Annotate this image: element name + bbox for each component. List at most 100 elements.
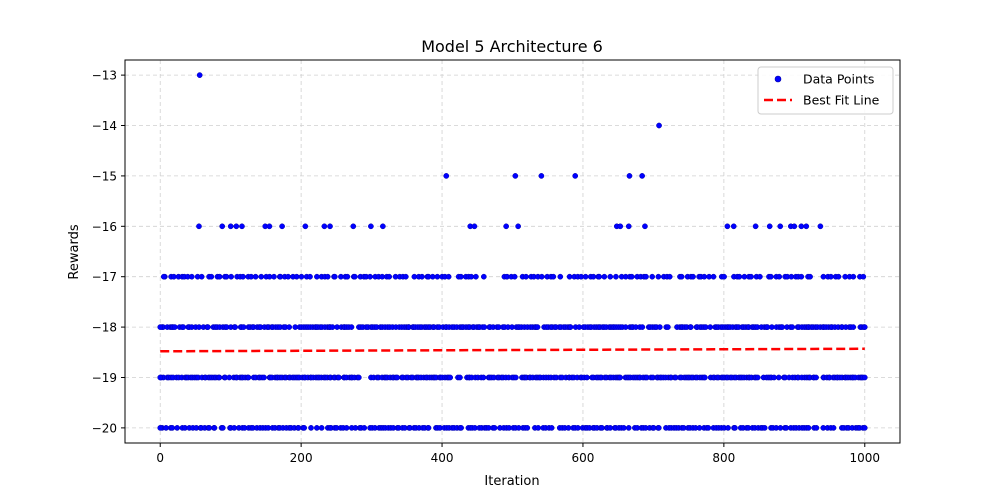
data-point bbox=[830, 425, 837, 431]
data-point bbox=[198, 273, 205, 280]
data-point bbox=[350, 223, 357, 230]
data-point bbox=[307, 273, 313, 280]
x-tick-label: 800 bbox=[712, 451, 735, 465]
data-point bbox=[721, 273, 727, 280]
data-point bbox=[240, 324, 247, 330]
data-point bbox=[538, 173, 545, 179]
data-point bbox=[293, 273, 300, 280]
data-point bbox=[429, 273, 436, 280]
data-point bbox=[419, 273, 425, 280]
data-point bbox=[761, 425, 768, 431]
data-point bbox=[188, 273, 195, 280]
data-point bbox=[655, 425, 662, 431]
data-point bbox=[710, 273, 717, 280]
data-point bbox=[639, 324, 646, 330]
y-tick-label: −15 bbox=[92, 169, 117, 183]
data-point bbox=[208, 273, 215, 280]
data-point bbox=[639, 173, 645, 179]
data-point bbox=[458, 273, 464, 280]
data-point bbox=[503, 223, 510, 230]
data-point bbox=[649, 273, 656, 280]
data-point bbox=[748, 273, 754, 280]
data-point bbox=[344, 273, 351, 280]
data-point bbox=[285, 273, 291, 280]
data-point bbox=[355, 374, 362, 381]
x-tick-label: 600 bbox=[572, 451, 595, 465]
data-point bbox=[157, 374, 164, 381]
data-point bbox=[245, 374, 252, 381]
data-point bbox=[538, 273, 545, 280]
data-point bbox=[707, 324, 714, 330]
data-point bbox=[271, 273, 277, 280]
data-point bbox=[206, 425, 213, 431]
x-axis: 0 200 400 600 800 1000 bbox=[156, 443, 880, 465]
data-point bbox=[620, 425, 627, 431]
data-point bbox=[656, 122, 662, 129]
data-point bbox=[607, 273, 614, 280]
data-point bbox=[730, 223, 737, 230]
data-point bbox=[803, 223, 810, 230]
data-point bbox=[286, 324, 293, 330]
legend: Data Points Best Fit Line bbox=[757, 66, 894, 115]
data-point bbox=[180, 324, 187, 330]
data-point bbox=[655, 273, 662, 280]
data-point bbox=[705, 425, 712, 431]
y-tick-label: −17 bbox=[92, 270, 117, 284]
data-point bbox=[835, 273, 842, 280]
data-point bbox=[196, 223, 202, 230]
data-point bbox=[642, 223, 648, 230]
x-tick-label: 200 bbox=[290, 451, 313, 465]
data-point bbox=[361, 425, 368, 431]
data-point bbox=[157, 324, 164, 330]
data-point bbox=[789, 324, 796, 330]
data-point bbox=[298, 273, 305, 280]
data-point bbox=[657, 324, 663, 330]
data-point bbox=[775, 374, 782, 381]
data-point bbox=[402, 273, 409, 280]
data-point bbox=[550, 273, 557, 280]
data-point bbox=[327, 223, 333, 230]
data-point bbox=[367, 273, 373, 280]
data-point bbox=[732, 425, 738, 431]
data-point bbox=[777, 223, 784, 230]
data-point bbox=[813, 374, 819, 381]
data-point bbox=[233, 223, 240, 230]
data-point bbox=[313, 425, 320, 431]
y-tick-label: −19 bbox=[92, 371, 117, 385]
data-point bbox=[791, 223, 798, 230]
data-point bbox=[160, 273, 167, 280]
data-point bbox=[724, 223, 731, 230]
data-point bbox=[798, 273, 805, 280]
chart-title: Model 5 Architecture 6 bbox=[421, 37, 603, 56]
data-point bbox=[511, 273, 518, 280]
y-tick-label: −20 bbox=[92, 421, 117, 435]
data-point bbox=[523, 273, 529, 280]
data-point bbox=[240, 273, 246, 280]
data-point bbox=[211, 425, 218, 431]
data-point bbox=[548, 425, 555, 431]
data-point bbox=[768, 273, 774, 280]
data-point bbox=[308, 425, 314, 431]
data-point bbox=[386, 273, 393, 280]
data-point bbox=[861, 324, 868, 330]
plot-frame bbox=[124, 59, 901, 444]
data-point bbox=[557, 273, 564, 280]
data-point bbox=[665, 324, 671, 330]
data-point bbox=[458, 425, 464, 431]
data-point bbox=[219, 425, 226, 431]
data-point bbox=[348, 324, 355, 330]
data-point bbox=[219, 223, 226, 230]
data-point bbox=[205, 324, 211, 330]
data-point bbox=[860, 273, 867, 280]
data-point bbox=[481, 324, 488, 330]
data-point bbox=[480, 374, 487, 381]
x-tick-label: 1000 bbox=[849, 451, 880, 465]
x-axis-title: Iteration bbox=[484, 474, 539, 489]
data-point bbox=[798, 223, 805, 230]
data-point bbox=[813, 425, 820, 431]
data-point bbox=[216, 273, 223, 280]
data-point bbox=[425, 425, 432, 431]
data-point bbox=[266, 223, 273, 230]
data-point bbox=[776, 273, 783, 280]
